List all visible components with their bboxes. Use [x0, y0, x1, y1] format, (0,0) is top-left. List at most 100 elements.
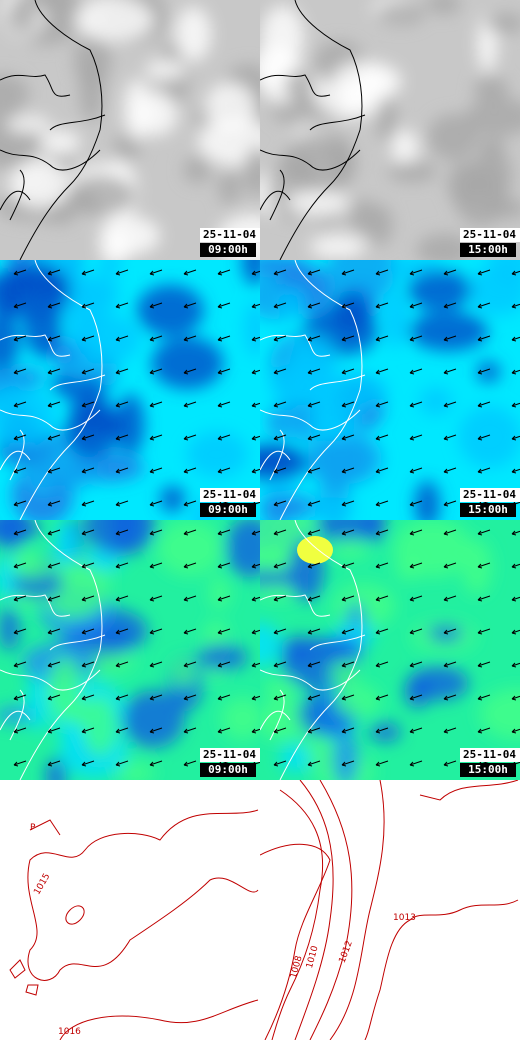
wind-arrow	[273, 269, 287, 276]
wind-arrow	[47, 302, 61, 309]
field-blob	[470, 148, 513, 202]
wind-arrow	[149, 500, 163, 507]
wind-arrow	[341, 694, 355, 701]
wind-arrow	[307, 760, 321, 767]
field-blob	[75, 0, 154, 42]
wind-arrow	[183, 628, 197, 635]
field-blob	[464, 97, 520, 137]
wind-arrow	[217, 661, 231, 668]
wind-arrow	[477, 401, 491, 408]
wind-arrow	[115, 302, 129, 309]
wind-arrow	[115, 401, 129, 408]
wind-arrow	[375, 500, 389, 507]
wind-arrow	[375, 401, 389, 408]
field-blob	[159, 485, 186, 513]
wind-arrow	[183, 562, 197, 569]
field-blob	[45, 757, 67, 780]
isobar	[294, 780, 334, 1040]
date-label: 25-11-04	[200, 228, 260, 242]
wind-arrow	[341, 760, 355, 767]
field-blob	[279, 743, 311, 774]
wind-arrow	[375, 628, 389, 635]
field-blob	[312, 412, 342, 430]
wind-arrow	[477, 661, 491, 668]
field-blob	[319, 637, 358, 657]
wind-arrow	[217, 727, 231, 734]
coastline	[260, 594, 366, 741]
wind-arrow	[183, 269, 197, 276]
wind-arrow	[511, 728, 520, 734]
wind-arrow	[149, 401, 163, 408]
field-blob	[309, 235, 366, 259]
field-blob	[0, 520, 27, 552]
wind-arrow	[251, 402, 260, 408]
map-panel: 1008 1010 1012 1013	[260, 780, 520, 1040]
coastline	[19, 0, 103, 260]
isobar	[271, 789, 324, 1040]
wind-arrow	[183, 727, 197, 734]
coastline	[260, 334, 366, 481]
isobar-label: P	[30, 823, 36, 833]
wind-arrow	[149, 467, 163, 474]
wind-arrow	[149, 661, 163, 668]
field-blob	[408, 311, 489, 352]
field-blob	[244, 301, 260, 357]
wind-arrow	[251, 303, 260, 309]
field-blob	[11, 559, 51, 579]
field-blob	[175, 7, 212, 62]
wind-arrow	[217, 595, 231, 602]
wind-arrow	[511, 435, 520, 441]
wind-arrow	[183, 401, 197, 408]
wind-arrow	[477, 335, 491, 342]
wind-arrow	[217, 302, 231, 309]
coastline	[0, 334, 106, 481]
isobar	[309, 780, 353, 1040]
wind-arrow	[149, 760, 163, 767]
field-blob	[241, 260, 260, 286]
wind-arrow	[443, 760, 457, 767]
wind-arrow	[341, 628, 355, 635]
wind-arrow	[149, 628, 163, 635]
wind-arrow	[443, 302, 457, 309]
wind-arrow	[375, 335, 389, 342]
field-blob	[260, 445, 297, 474]
wind-arrow	[341, 467, 355, 474]
wind-arrow	[273, 467, 287, 474]
wind-arrow	[47, 368, 61, 375]
field-blob	[461, 539, 492, 595]
wind-arrow	[341, 434, 355, 441]
wind-arrow	[251, 662, 260, 668]
wind-arrow	[81, 760, 95, 767]
wind-arrow	[341, 727, 355, 734]
coastline	[279, 0, 363, 260]
field-blob	[376, 1, 425, 26]
field-blob	[110, 520, 141, 552]
wind-arrow	[477, 368, 491, 375]
map	[0, 260, 260, 520]
wind-arrow	[149, 529, 163, 536]
field-blob	[393, 520, 472, 578]
wind-arrow	[375, 562, 389, 569]
field-blob	[387, 161, 438, 183]
wind-arrow	[183, 760, 197, 767]
wind-arrow	[341, 401, 355, 408]
field-blob	[260, 570, 306, 587]
wind-arrow	[409, 368, 423, 375]
field-blob	[53, 520, 78, 576]
wind-arrow	[13, 562, 27, 569]
wind-arrow	[307, 529, 321, 536]
field-blob	[242, 146, 260, 197]
wind-arrow	[251, 530, 260, 536]
field-blob	[458, 405, 520, 468]
wind-arrow	[477, 467, 491, 474]
map-panel: 25-11-04 09:00h	[0, 260, 260, 520]
wind-arrow	[149, 368, 163, 375]
field-blob	[117, 762, 155, 780]
map-panel: 25-11-04 09:00h	[0, 520, 260, 780]
wind-arrow	[409, 269, 423, 276]
wind-arrow	[511, 468, 520, 474]
isobar	[65, 905, 85, 925]
wind-arrow	[47, 760, 61, 767]
coastline	[0, 74, 106, 221]
isobar	[364, 899, 519, 1040]
